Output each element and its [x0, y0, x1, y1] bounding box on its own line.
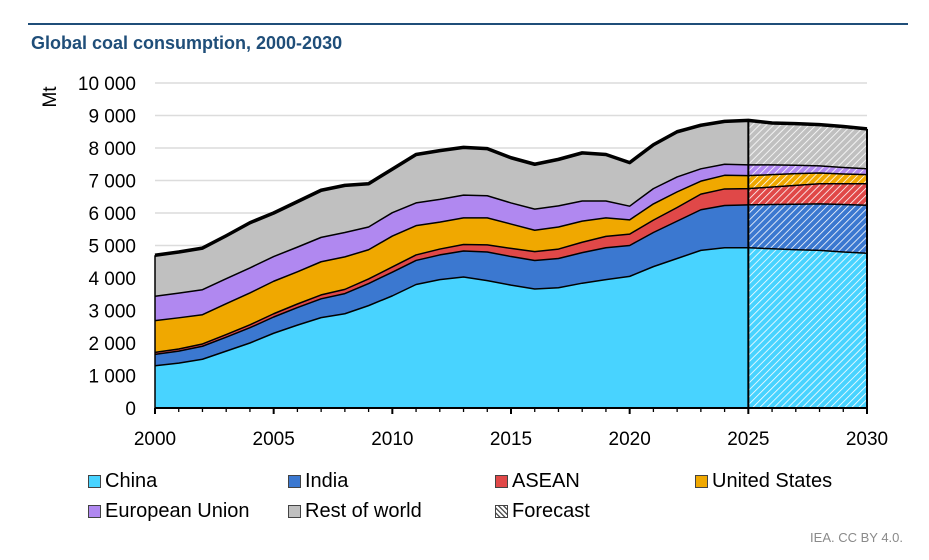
legend-swatch	[495, 475, 508, 488]
legend-item: Rest of world	[288, 500, 422, 523]
area-united-states	[155, 175, 749, 353]
y-tick-label: 3 000	[88, 302, 136, 323]
x-tick-label: 2005	[253, 429, 295, 450]
forecast-area-asean	[748, 183, 867, 206]
y-tick-label: 0	[125, 399, 136, 420]
y-tick-label: 6 000	[88, 204, 136, 225]
forecast-area-india	[748, 203, 867, 254]
area-european-union	[155, 164, 749, 321]
chart-title: Global coal consumption, 2000-2030	[31, 33, 343, 53]
y-tick-label: 10 000	[78, 74, 136, 95]
legend-label: Forecast	[512, 500, 590, 522]
legend-item: United States	[695, 470, 832, 493]
y-tick-label: 9 000	[88, 107, 136, 128]
area-asean	[155, 188, 749, 355]
x-tick-label: 2000	[134, 429, 176, 450]
legend-swatch	[288, 505, 301, 518]
x-tick-label: 2015	[490, 429, 532, 450]
header-rule	[28, 23, 908, 25]
legend-label: European Union	[105, 500, 250, 522]
legend-swatch	[495, 505, 508, 518]
x-tick-label: 2025	[727, 429, 769, 450]
y-tick-label: 8 000	[88, 139, 136, 160]
legend-label: China	[105, 470, 158, 492]
forecast-area-china	[748, 247, 867, 408]
legend-item: ASEAN	[495, 470, 580, 493]
area-india	[155, 204, 749, 366]
legend-swatch	[288, 475, 301, 488]
x-tick-label: 2030	[846, 429, 888, 450]
legend-swatch	[88, 475, 101, 488]
y-tick-label: 4 000	[88, 269, 136, 290]
legend-swatch	[88, 505, 101, 518]
legend-label: United States	[712, 470, 833, 492]
y-axis-label: Mt	[40, 86, 61, 108]
area-china	[155, 247, 749, 408]
credit: IEA. CC BY 4.0.	[810, 530, 903, 545]
legend-label: Rest of world	[305, 500, 422, 522]
legend-item: European Union	[88, 500, 250, 523]
legend-label: India	[305, 470, 349, 492]
y-tick-label: 7 000	[88, 172, 136, 193]
y-tick-label: 2 000	[88, 334, 136, 355]
x-tick-label: 2010	[371, 429, 413, 450]
y-tick-label: 5 000	[88, 237, 136, 258]
legend-item: Forecast	[495, 500, 590, 523]
area-rest-of-world	[155, 120, 749, 297]
forecast-area-rest-of-world	[748, 120, 867, 169]
x-tick-label: 2020	[609, 429, 651, 450]
y-tick-label: 1 000	[88, 367, 136, 388]
legend-label: ASEAN	[512, 470, 580, 492]
legend-swatch	[695, 475, 708, 488]
legend-item: China	[88, 470, 157, 493]
legend-item: India	[288, 470, 348, 493]
forecast-area-united-states	[748, 173, 867, 189]
